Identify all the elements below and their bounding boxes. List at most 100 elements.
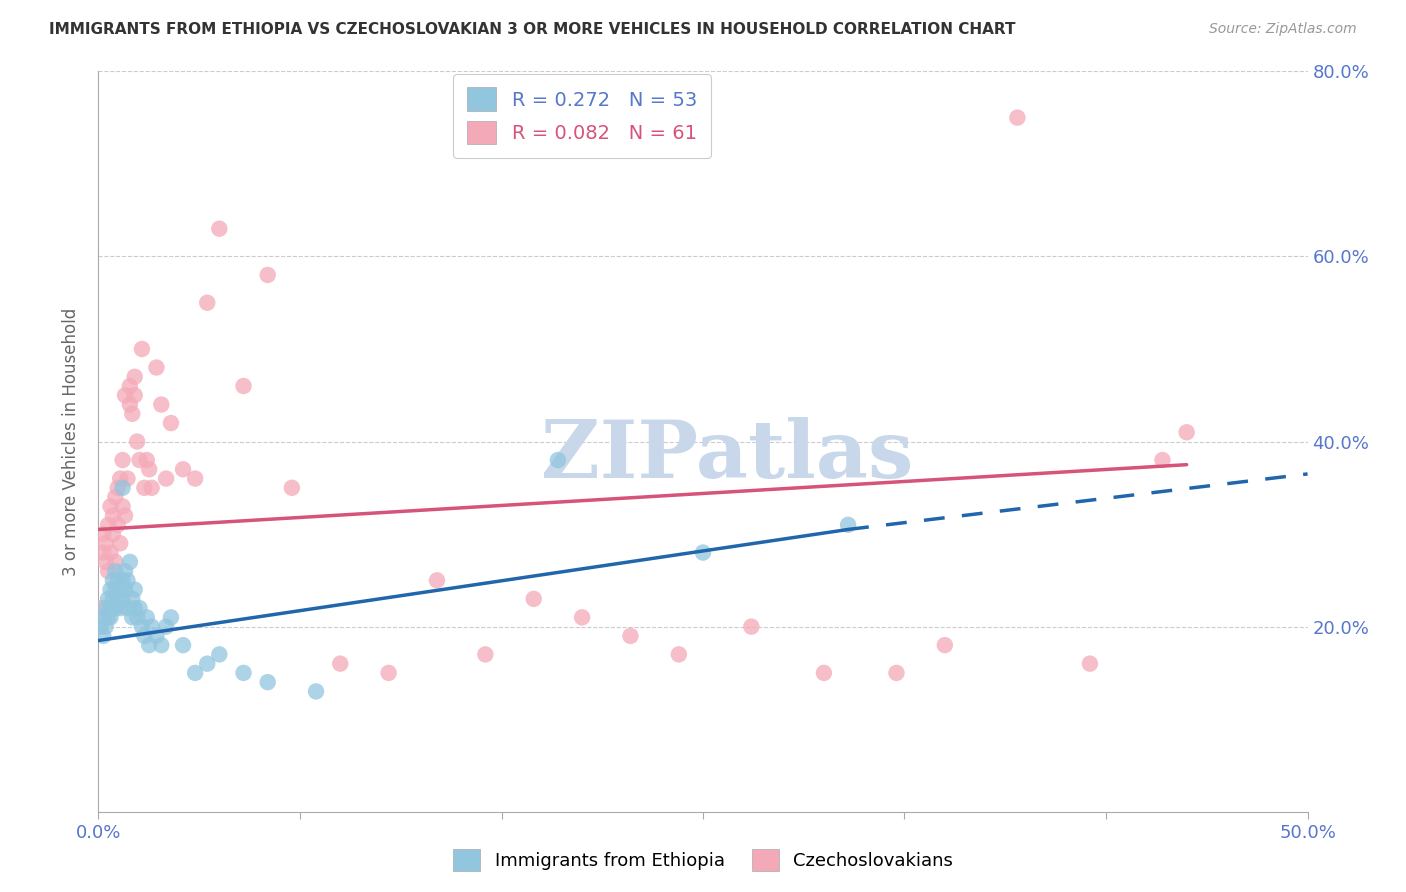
Point <box>886 665 908 680</box>
Point <box>108 582 131 597</box>
Point <box>141 481 163 495</box>
Point <box>107 591 129 606</box>
Point <box>135 610 157 624</box>
Point <box>232 379 254 393</box>
Point <box>117 601 139 615</box>
Point <box>127 434 149 449</box>
Point <box>329 657 352 671</box>
Point <box>740 619 762 633</box>
Point <box>138 462 160 476</box>
Point <box>104 582 127 597</box>
Point <box>150 638 173 652</box>
Point <box>118 398 141 412</box>
Point <box>1175 425 1198 440</box>
Point <box>108 472 131 486</box>
Point <box>100 500 122 514</box>
Point <box>100 582 122 597</box>
Point <box>124 601 146 615</box>
Point <box>184 665 207 680</box>
Point <box>107 481 129 495</box>
Legend: R = 0.272   N = 53, R = 0.082   N = 61: R = 0.272 N = 53, R = 0.082 N = 61 <box>454 74 710 158</box>
Point <box>121 591 143 606</box>
Point <box>131 342 153 356</box>
Point <box>108 601 131 615</box>
Point <box>108 536 131 550</box>
Point <box>104 564 127 578</box>
Point <box>145 629 167 643</box>
Point <box>101 508 124 523</box>
Point <box>101 601 124 615</box>
Point <box>91 545 114 560</box>
Legend: Immigrants from Ethiopia, Czechoslovakians: Immigrants from Ethiopia, Czechoslovakia… <box>446 842 960 879</box>
Point <box>94 555 117 569</box>
Point <box>547 453 569 467</box>
Point <box>138 638 160 652</box>
Point <box>141 619 163 633</box>
Point <box>114 388 136 402</box>
Text: ZIPatlas: ZIPatlas <box>541 417 914 495</box>
Point <box>100 601 122 615</box>
Point <box>124 388 146 402</box>
Point <box>127 610 149 624</box>
Point <box>256 675 278 690</box>
Point <box>111 591 134 606</box>
Point <box>111 481 134 495</box>
Point <box>91 610 114 624</box>
Text: Source: ZipAtlas.com: Source: ZipAtlas.com <box>1209 22 1357 37</box>
Point <box>101 527 124 541</box>
Point <box>426 574 449 588</box>
Point <box>150 398 173 412</box>
Point <box>104 555 127 569</box>
Point <box>97 610 120 624</box>
Point <box>90 601 112 615</box>
Point <box>145 360 167 375</box>
Point <box>474 648 496 662</box>
Point <box>104 490 127 504</box>
Point <box>523 591 546 606</box>
Point <box>160 610 183 624</box>
Point <box>101 574 124 588</box>
Point <box>232 665 254 680</box>
Point <box>100 610 122 624</box>
Point <box>121 610 143 624</box>
Point <box>305 684 328 698</box>
Point <box>114 582 136 597</box>
Point <box>1152 453 1174 467</box>
Point <box>101 591 124 606</box>
Point <box>111 500 134 514</box>
Point <box>118 379 141 393</box>
Point <box>1078 657 1101 671</box>
Point <box>1007 111 1029 125</box>
Point <box>155 619 177 633</box>
Point <box>195 295 218 310</box>
Text: IMMIGRANTS FROM ETHIOPIA VS CZECHOSLOVAKIAN 3 OR MORE VEHICLES IN HOUSEHOLD CORR: IMMIGRANTS FROM ETHIOPIA VS CZECHOSLOVAK… <box>49 22 1015 37</box>
Point <box>134 481 156 495</box>
Point <box>134 629 156 643</box>
Point <box>124 369 146 384</box>
Point <box>104 601 127 615</box>
Point <box>94 536 117 550</box>
Point <box>281 481 304 495</box>
Point <box>100 545 122 560</box>
Point <box>160 416 183 430</box>
Y-axis label: 3 or more Vehicles in Household: 3 or more Vehicles in Household <box>62 308 80 575</box>
Point <box>934 638 956 652</box>
Point <box>208 648 231 662</box>
Point <box>668 648 690 662</box>
Point <box>571 610 593 624</box>
Point <box>195 657 218 671</box>
Point <box>172 638 194 652</box>
Point <box>121 407 143 421</box>
Point <box>837 517 859 532</box>
Point <box>114 564 136 578</box>
Point <box>97 517 120 532</box>
Point <box>97 591 120 606</box>
Point <box>813 665 835 680</box>
Point <box>172 462 194 476</box>
Point <box>131 619 153 633</box>
Point <box>256 268 278 282</box>
Point <box>97 564 120 578</box>
Point <box>118 555 141 569</box>
Point <box>117 472 139 486</box>
Point <box>124 582 146 597</box>
